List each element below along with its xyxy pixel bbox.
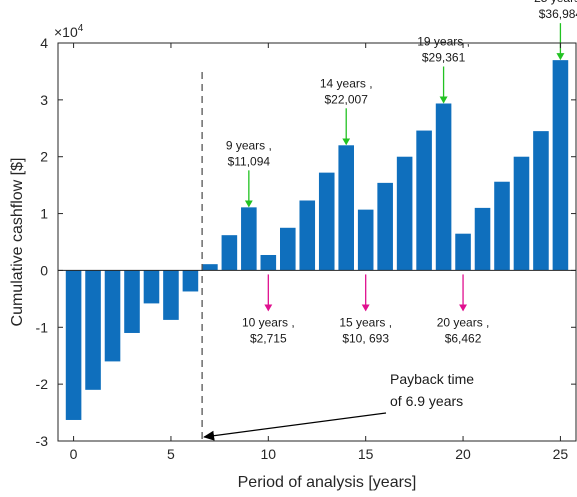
bar <box>513 156 530 271</box>
bar <box>182 270 199 292</box>
x-tick-label: 0 <box>70 446 78 462</box>
annotations: 9 years , $11,094 14 years , $22,007 19 year… <box>201 0 577 441</box>
bars <box>65 60 569 420</box>
annotation-label: $11,094 <box>228 154 271 168</box>
payback-label: Payback time <box>390 371 474 387</box>
x-tick-label: 15 <box>358 446 374 462</box>
payback-label: of 6.9 years <box>390 393 463 409</box>
bar <box>455 233 471 271</box>
bar <box>202 264 218 271</box>
x-tick-label: 5 <box>167 446 175 462</box>
bar <box>338 145 354 271</box>
annotation-label: $29,361 <box>422 50 466 64</box>
bar <box>85 270 101 390</box>
bar <box>494 181 510 271</box>
y-tick-label: 3 <box>40 92 48 108</box>
plot-frame <box>57 42 577 442</box>
bar <box>533 131 549 271</box>
x-tick-label: 10 <box>261 446 277 462</box>
y-tick-label: 0 <box>40 262 48 278</box>
bar <box>104 270 121 362</box>
annotation-label: $36,984 <box>539 7 577 21</box>
x-ticks: 0 5 10 15 20 25 <box>70 43 569 462</box>
y-tick-label: 4 <box>40 35 48 51</box>
annotation-label: 9 years , <box>226 138 272 152</box>
annotation-label: 19 years , <box>417 34 470 48</box>
bar <box>435 103 452 271</box>
annotation-label: $22,007 <box>325 92 369 106</box>
annotation-label: $10, 693 <box>342 331 389 345</box>
bar <box>552 60 569 271</box>
payback-arrow <box>203 412 387 441</box>
bar <box>241 207 257 271</box>
bar <box>299 200 316 271</box>
bar <box>318 172 335 271</box>
bar <box>416 130 432 271</box>
annotation-label: $2,715 <box>250 331 287 345</box>
bar <box>260 254 277 271</box>
annotation-label: 20 years , <box>437 315 490 329</box>
x-tick-label: 20 <box>455 446 471 462</box>
y-tick-label: -2 <box>36 376 49 392</box>
bar <box>163 270 179 320</box>
bar <box>474 207 491 271</box>
bar <box>280 227 296 271</box>
annotation-label: 15 years , <box>339 315 392 329</box>
y-tick-label: 2 <box>40 149 48 165</box>
bar <box>377 182 393 271</box>
annotation-label: 25 years , <box>534 0 577 5</box>
bar <box>65 270 82 420</box>
y-tick-label: -1 <box>36 319 49 335</box>
y-axis-label: Cumulative cashflow [$] <box>9 158 26 327</box>
x-axis-label: Period of analysis [years] <box>238 474 417 491</box>
y-ticks: -3 -2 -1 0 1 2 3 4 <box>36 35 576 449</box>
x-tick-label: 25 <box>553 446 569 462</box>
y-tick-label: -3 <box>36 433 49 449</box>
bar <box>221 235 238 271</box>
y-tick-label: 1 <box>40 206 48 222</box>
annotation-label: 14 years , <box>320 76 373 90</box>
y-exponent-label: ×104 <box>54 23 84 40</box>
annotation-label: 10 years , <box>242 315 295 329</box>
bar <box>357 209 374 271</box>
bar <box>143 270 160 304</box>
bar <box>124 270 140 333</box>
bar <box>396 156 413 271</box>
annotation-label: $6,462 <box>445 331 482 345</box>
